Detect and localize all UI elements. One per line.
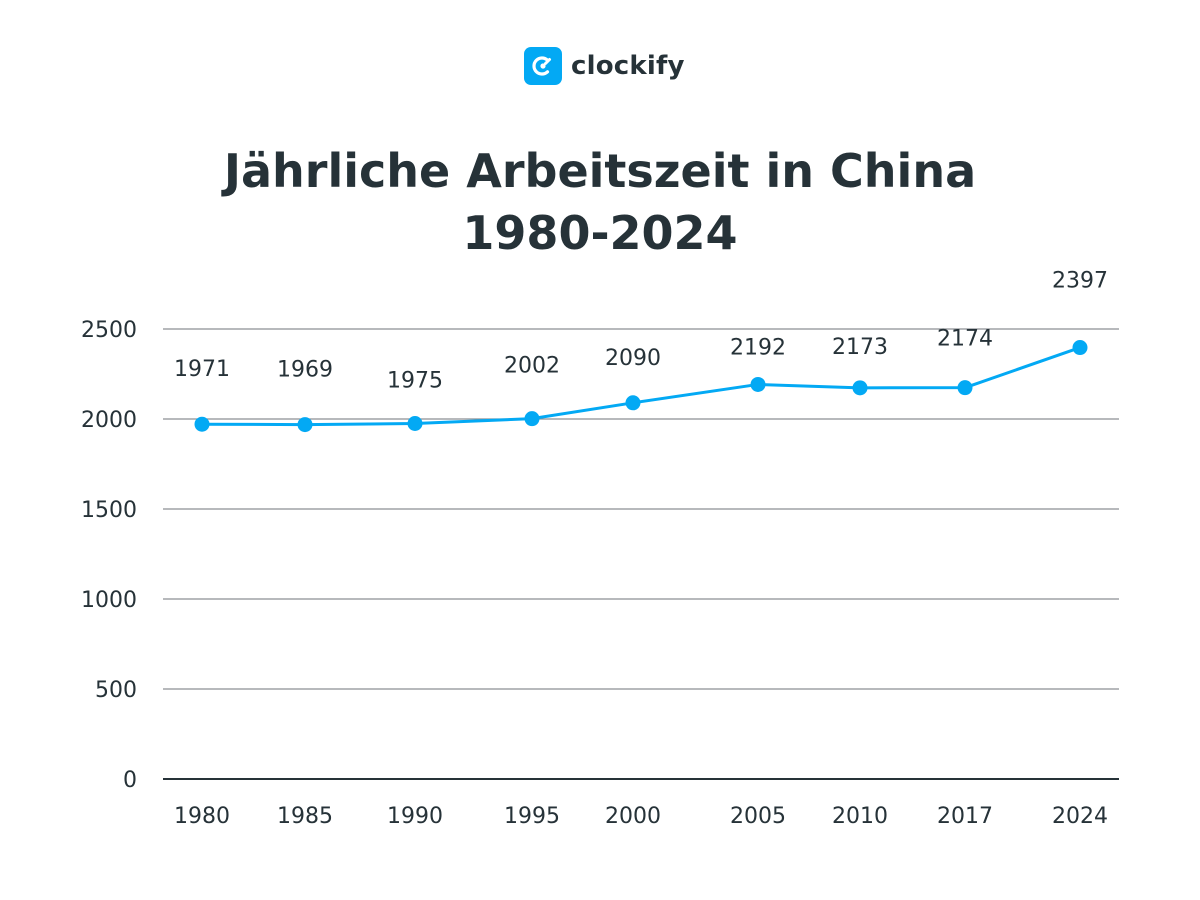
- x-tick-label: 1990: [387, 804, 443, 829]
- brand-name: clockify: [571, 51, 685, 81]
- x-tick-label: 2017: [937, 804, 993, 829]
- brand: clockify: [524, 46, 685, 86]
- x-tick-label: 2024: [1052, 804, 1108, 829]
- data-point: [750, 376, 766, 392]
- y-tick-label: 1000: [81, 588, 137, 613]
- x-tick-label: 1985: [277, 804, 333, 829]
- x-tick-label: 2000: [605, 804, 661, 829]
- clockify-logo-icon: [524, 47, 562, 85]
- x-tick-label: 1980: [174, 804, 230, 829]
- data-point: [625, 395, 641, 411]
- data-point: [852, 380, 868, 396]
- y-tick-label: 1500: [81, 498, 137, 523]
- data-point: [1072, 340, 1088, 356]
- x-tick-label: 1995: [504, 804, 560, 829]
- data-label: 2090: [605, 346, 661, 371]
- x-tick-label: 2005: [730, 804, 786, 829]
- data-label: 1969: [277, 358, 333, 383]
- y-tick-label: 500: [95, 678, 137, 703]
- chart-title: Jährliche Arbeitszeit in China 1980-2024: [0, 140, 1200, 264]
- data-label: 2397: [1052, 269, 1108, 294]
- data-label: 1975: [387, 369, 443, 394]
- data-label: 2174: [937, 327, 993, 352]
- data-label: 2002: [504, 354, 560, 379]
- data-label: 2192: [730, 335, 786, 360]
- chart-title-line-2: 1980-2024: [462, 206, 738, 260]
- data-label: 1971: [174, 357, 230, 382]
- chart-title-line-1: Jährliche Arbeitszeit in China: [223, 144, 977, 198]
- data-point: [407, 416, 423, 431]
- y-tick-label: 2000: [81, 408, 137, 433]
- data-point: [957, 380, 973, 396]
- data-label: 2173: [832, 335, 888, 360]
- data-point: [524, 411, 540, 427]
- y-tick-label: 0: [123, 768, 137, 793]
- y-tick-label: 2500: [81, 318, 137, 343]
- data-point: [194, 416, 210, 432]
- data-point: [297, 417, 313, 433]
- x-tick-label: 2010: [832, 804, 888, 829]
